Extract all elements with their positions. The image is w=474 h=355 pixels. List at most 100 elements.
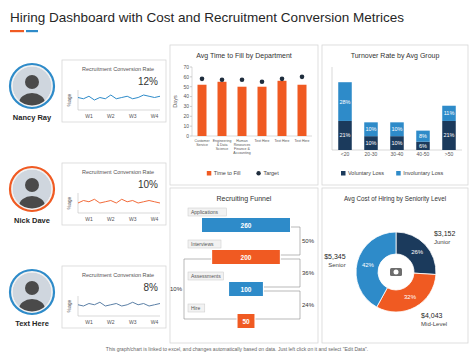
panel [62, 163, 166, 225]
x-tick-label: W4 [151, 113, 159, 119]
data-label: 11% [444, 110, 455, 116]
plot-area [198, 75, 307, 136]
x-tick-line: Text Here [255, 139, 270, 143]
chart-title: Avg Time to Fill by Department [196, 52, 292, 60]
bar [278, 81, 287, 136]
conversion-label: 10% [170, 286, 183, 292]
y-tick-label: 10 [183, 123, 189, 129]
panel [62, 60, 166, 122]
x-axis [78, 213, 160, 214]
card-title: Recruitment Conversion Rate [82, 66, 154, 72]
data-label: 100 [241, 286, 252, 293]
legend-label: Time to Fill [214, 170, 241, 176]
bar [416, 131, 430, 142]
slice-label: Junior [434, 239, 450, 245]
cost-label: $4,043 [421, 312, 443, 319]
x-tick-label: W2 [107, 319, 115, 325]
x-tick-line: Text Here [295, 139, 310, 143]
data-label: 28% [339, 99, 350, 105]
bar [442, 121, 456, 150]
marker [300, 75, 305, 80]
avatar-body [19, 196, 45, 216]
plot-area [78, 199, 160, 203]
x-tick-line: <20 [341, 151, 350, 157]
bar [442, 106, 456, 121]
conversion-label: 36% [302, 270, 315, 276]
data-label: 10% [391, 140, 402, 146]
x-tick-label: W2 [107, 113, 115, 119]
x-tick-label: W1 [85, 113, 93, 119]
title: Hiring Dashboard with Cost and Recruitme… [10, 10, 404, 25]
plot-area [78, 95, 160, 100]
x-tick-label: W1 [85, 319, 93, 325]
conversion-label: 24% [302, 302, 315, 308]
bar [338, 82, 352, 121]
x-tick-label: 40-50 [417, 151, 430, 157]
avatar-head [25, 178, 39, 192]
y-label: %age [66, 299, 72, 312]
person-name: Nancy Ray [13, 113, 52, 122]
accent [26, 30, 38, 32]
y-tick-label: 0 [186, 133, 189, 139]
x-tick-line: 40-50 [417, 151, 430, 157]
x-tick-label: W3 [129, 113, 137, 119]
stage-tab [188, 240, 221, 248]
kpi-value: 8% [144, 282, 159, 293]
marker [220, 78, 225, 83]
footer: This graph/chart is linked to excel, and… [106, 346, 368, 352]
y-label: %age [66, 93, 72, 106]
y-tick-label: 30 [183, 103, 189, 109]
y-tick-label: 40 [183, 93, 189, 99]
avatar [10, 270, 54, 319]
data-label: 10% [365, 140, 376, 146]
x-tick-label: HumanResourcesFinance &Accounting [233, 139, 250, 155]
plot-area [78, 302, 160, 306]
x-tick-label: Text Here [255, 139, 270, 143]
bracket [255, 291, 300, 319]
bar [218, 82, 227, 136]
avatar-head [25, 281, 39, 295]
bar [298, 85, 307, 136]
bar [338, 121, 352, 150]
data-label: 6% [419, 143, 427, 149]
data-label: 21% [339, 132, 350, 138]
panel [170, 45, 318, 185]
bracket [281, 227, 300, 255]
stage-tab [188, 208, 226, 216]
stage-tab [188, 304, 205, 312]
chart-title: Avg Cost of Hiring by Seniority Level [344, 195, 446, 203]
avatar-body [19, 299, 45, 319]
data-label: 10% [365, 126, 376, 132]
legend-swatch [341, 171, 346, 176]
kpi-value: 10% [138, 179, 158, 190]
bar [258, 87, 267, 136]
accent [10, 30, 24, 32]
stage-label: Assessments [191, 273, 221, 279]
avatar [10, 64, 54, 113]
data-label: 260 [241, 222, 252, 229]
panel [322, 45, 468, 185]
cost-label: $5,345 [324, 253, 346, 260]
bar [238, 87, 247, 136]
y-axis [78, 90, 79, 110]
card-title: Recruitment Conversion Rate [82, 272, 154, 278]
dashboard: Hiring Dashboard with Cost and Recruitme… [0, 0, 474, 355]
avatar-photo [13, 273, 52, 320]
legend-swatch [256, 171, 260, 175]
plot-area [338, 82, 456, 150]
chart-title: Turnover Rate by Avg Group [351, 52, 440, 60]
avatar-body [19, 93, 45, 113]
legend-label: Involuntary Loss [403, 170, 443, 176]
conversion-label: 50% [302, 238, 315, 244]
marker [280, 77, 285, 82]
data-label: 26% [411, 249, 424, 255]
x-tick-line: 30-40 [391, 151, 404, 157]
x-axis [78, 316, 160, 317]
line [78, 302, 160, 306]
y-tick-label: 20 [183, 113, 189, 119]
y-axis [192, 67, 193, 136]
line [78, 95, 160, 100]
x-tick-label: 20-30 [365, 151, 378, 157]
slice-label: Mid-Level [421, 321, 447, 327]
y-tick-label: 60 [183, 74, 189, 80]
